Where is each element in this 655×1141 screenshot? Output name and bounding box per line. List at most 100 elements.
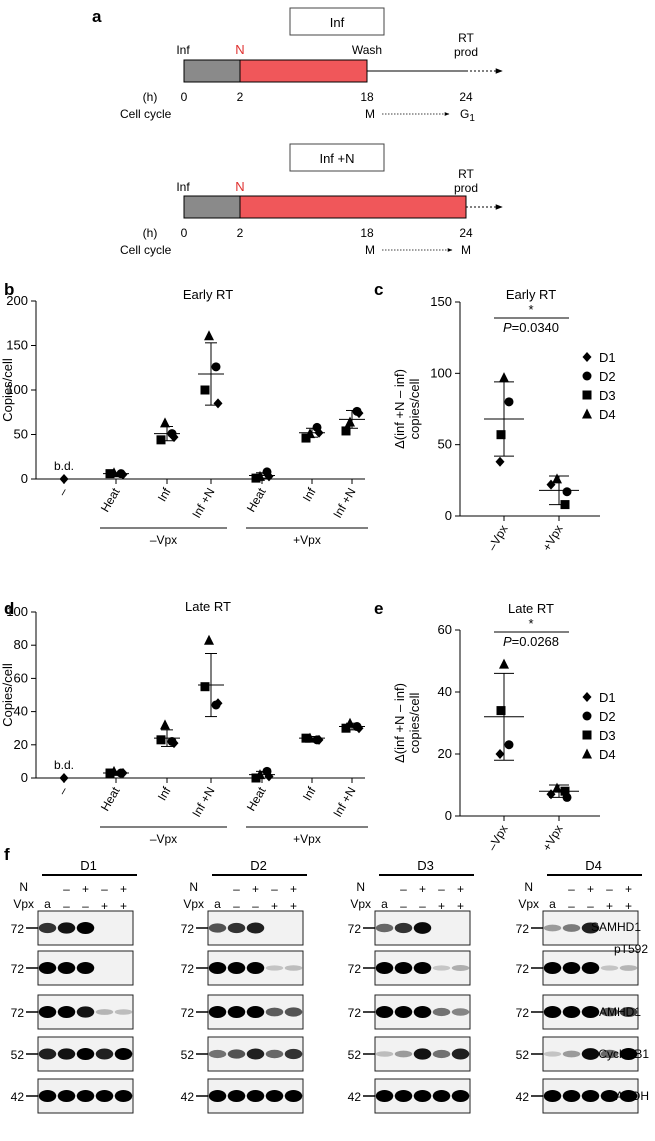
band — [562, 1090, 581, 1102]
data-point-d4 — [109, 467, 119, 478]
n-sign: – — [606, 882, 613, 896]
data-point-d3 — [560, 500, 570, 510]
data-point-d4 — [109, 765, 119, 776]
band — [38, 1048, 57, 1060]
data-point-d4 — [255, 769, 265, 780]
donor-label: D4 — [585, 858, 602, 873]
band — [265, 965, 284, 971]
y-tick-label: 200 — [6, 293, 28, 308]
band — [284, 1048, 303, 1060]
band — [38, 1006, 57, 1018]
data-point-d3 — [156, 735, 166, 745]
band — [57, 1090, 76, 1102]
legend-marker-d2 — [582, 371, 592, 381]
band — [208, 962, 227, 974]
vpx-sign: – — [587, 899, 594, 913]
legend-label-d2: D2 — [599, 369, 616, 384]
n-sign: + — [120, 882, 127, 896]
x-tick-label: –Vpx — [485, 523, 511, 554]
band — [208, 1006, 227, 1018]
x-tick-label: Heat — [98, 485, 123, 515]
panel-a: a Inf Inf N Wash RT prod (h) 0 2 18 24 C… — [92, 7, 503, 257]
band — [375, 962, 394, 974]
band — [581, 1048, 600, 1060]
data-point-d3 — [341, 723, 351, 733]
vpx-sign: – — [568, 899, 575, 913]
cell-cycle-label: Cell cycle — [120, 107, 172, 121]
vpx-row-label: Vpx — [350, 897, 371, 911]
vpx-sign: – — [63, 899, 70, 913]
chart-early-rt-delta: Early RT* P=0.0340 0 50 100 150 Δ(inf +N – inf… — [392, 287, 616, 553]
group-label: –Vpx — [150, 533, 177, 547]
band — [57, 962, 76, 974]
band — [581, 1090, 600, 1102]
y-axis-label-line2: copies/cell — [407, 379, 422, 440]
panel-a-letter: a — [92, 7, 102, 26]
band — [451, 1008, 470, 1016]
n-sign: – — [233, 882, 240, 896]
band — [581, 1006, 600, 1018]
band — [227, 1090, 246, 1102]
nucleoside-bar — [239, 195, 467, 219]
band — [394, 922, 413, 934]
data-point-d2 — [116, 469, 126, 479]
mw-label: 42 — [516, 1090, 530, 1104]
n-sign: – — [101, 882, 108, 896]
data-point-d2 — [312, 422, 322, 432]
inf-label: Inf — [176, 180, 190, 194]
below-detection-label: b.d. — [54, 459, 74, 473]
band — [227, 922, 246, 934]
panel-b-letter: b — [4, 280, 14, 299]
band — [284, 1090, 303, 1102]
vpx-sign: + — [606, 899, 613, 913]
p-value-label: P=0.0340 — [503, 320, 559, 335]
band — [413, 962, 432, 974]
band — [562, 962, 581, 974]
band — [95, 1048, 114, 1060]
band — [208, 1090, 227, 1102]
x-tick-label: – — [55, 784, 71, 797]
band — [543, 1090, 562, 1102]
x-tick-label: Inf — [300, 485, 319, 504]
group-label: –Vpx — [150, 832, 177, 846]
x-tick-label: +Vpx — [540, 523, 566, 554]
band — [76, 1090, 95, 1102]
hours-label: (h) — [143, 90, 158, 104]
vpx-sign: + — [438, 899, 445, 913]
band — [114, 1048, 133, 1060]
band — [246, 922, 265, 934]
mw-label: 72 — [348, 962, 362, 976]
y-tick-label: 100 — [430, 365, 452, 380]
data-point-d4 — [345, 717, 355, 728]
vpx-sign: + — [101, 899, 108, 913]
protein-label-samhd1-p: SAMHD1 — [591, 920, 641, 934]
condition-label: Inf — [330, 15, 345, 30]
x-tick-label: Inf +N — [330, 486, 358, 521]
legend-marker-d3 — [582, 390, 592, 400]
legend-marker-d1 — [582, 352, 592, 362]
mw-label: 72 — [516, 1006, 530, 1020]
chart-late-rt: Late RT 0 20 40 60 80 100 Copies/cell – Heat Inf In… — [0, 599, 368, 846]
legend-marker-d1 — [582, 692, 592, 702]
lane-label: a — [214, 897, 221, 911]
band — [57, 922, 76, 934]
n-row-label: N — [524, 880, 533, 894]
y-tick-label: 20 — [14, 737, 28, 752]
vpx-sign: – — [82, 899, 89, 913]
legend-label-d4: D4 — [599, 407, 616, 422]
band — [619, 1007, 638, 1017]
vpx-sign: – — [233, 899, 240, 913]
data-point-d2 — [211, 700, 221, 710]
band — [432, 1090, 451, 1102]
p-italic: P — [503, 634, 512, 649]
data-point-d3 — [496, 430, 506, 440]
mw-label: 72 — [516, 922, 530, 936]
x-tick-label: Inf — [155, 485, 174, 504]
phase-from: M — [365, 243, 375, 257]
legend-label-d1: D1 — [599, 690, 616, 705]
n-label: N — [235, 42, 244, 57]
time-24: 24 — [459, 226, 473, 240]
n-label: N — [235, 179, 244, 194]
n-sign: + — [290, 882, 297, 896]
